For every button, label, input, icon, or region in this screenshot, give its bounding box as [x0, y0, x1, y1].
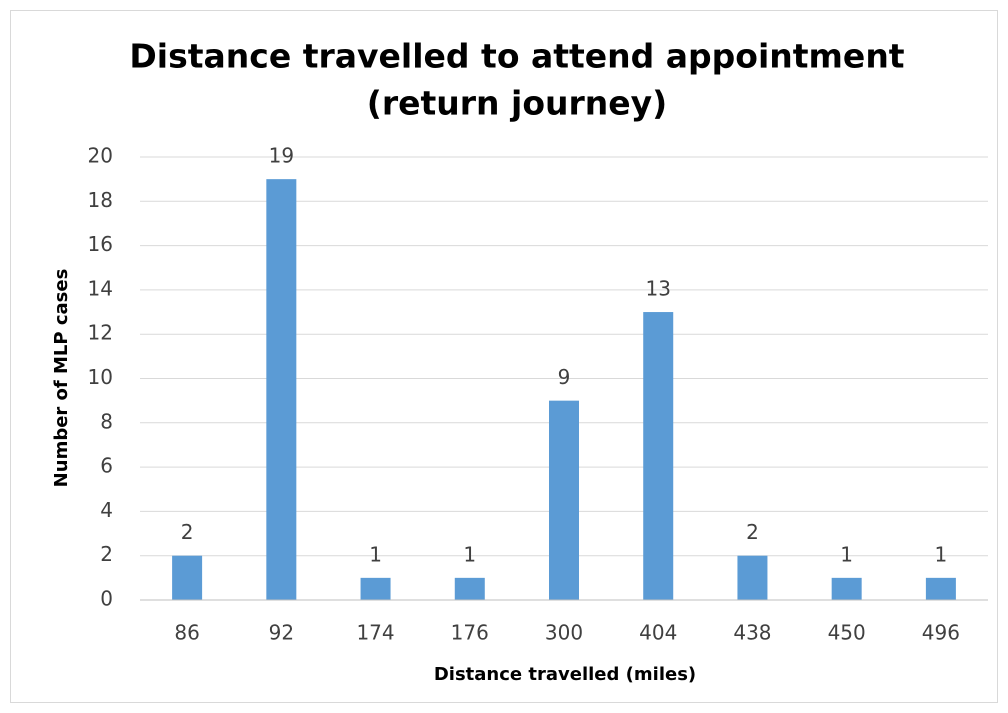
bar: [454, 577, 485, 600]
data-label: 1: [369, 542, 382, 566]
x-tick-label: 174: [356, 621, 394, 645]
x-tick-label: 496: [922, 621, 960, 645]
bar: [266, 179, 297, 600]
y-axis-title: Number of MLP cases: [51, 269, 72, 488]
y-tick-label: 10: [88, 365, 113, 389]
x-tick-label: 86: [174, 621, 199, 645]
y-tick-label: 4: [100, 498, 113, 522]
bar: [831, 577, 862, 600]
x-tick-label: 176: [451, 621, 489, 645]
y-tick-label: 18: [88, 188, 113, 212]
data-label: 9: [558, 365, 571, 389]
data-label: 2: [181, 520, 194, 544]
y-tick-label: 12: [88, 321, 113, 345]
data-label: 1: [840, 542, 853, 566]
y-tick-label: 20: [88, 144, 113, 168]
y-tick-label: 2: [100, 542, 113, 566]
data-label: 13: [645, 277, 670, 301]
bar: [549, 400, 579, 600]
bar: [172, 555, 203, 600]
bar: [360, 577, 391, 600]
bar: [737, 555, 768, 600]
chart-title: Distance travelled to attend appointment: [129, 37, 904, 76]
x-tick-label: 300: [545, 621, 583, 645]
data-label: 19: [269, 144, 294, 168]
x-tick-label: 92: [269, 621, 294, 645]
y-tick-label: 16: [88, 232, 113, 256]
x-axis-title: Distance travelled (miles): [434, 664, 696, 685]
data-label: 2: [746, 520, 759, 544]
bar: [643, 312, 674, 600]
x-tick-label: 450: [828, 621, 866, 645]
y-tick-label: 8: [100, 409, 113, 433]
y-tick-label: 0: [100, 587, 113, 611]
y-tick-label: 14: [88, 276, 113, 300]
data-label: 1: [935, 542, 948, 566]
x-tick-label: 438: [733, 621, 771, 645]
data-label: 1: [463, 542, 476, 566]
y-tick-label: 6: [100, 454, 113, 478]
x-tick-label: 404: [639, 621, 677, 645]
chart-title: (return journey): [367, 84, 667, 123]
bar: [925, 577, 956, 600]
